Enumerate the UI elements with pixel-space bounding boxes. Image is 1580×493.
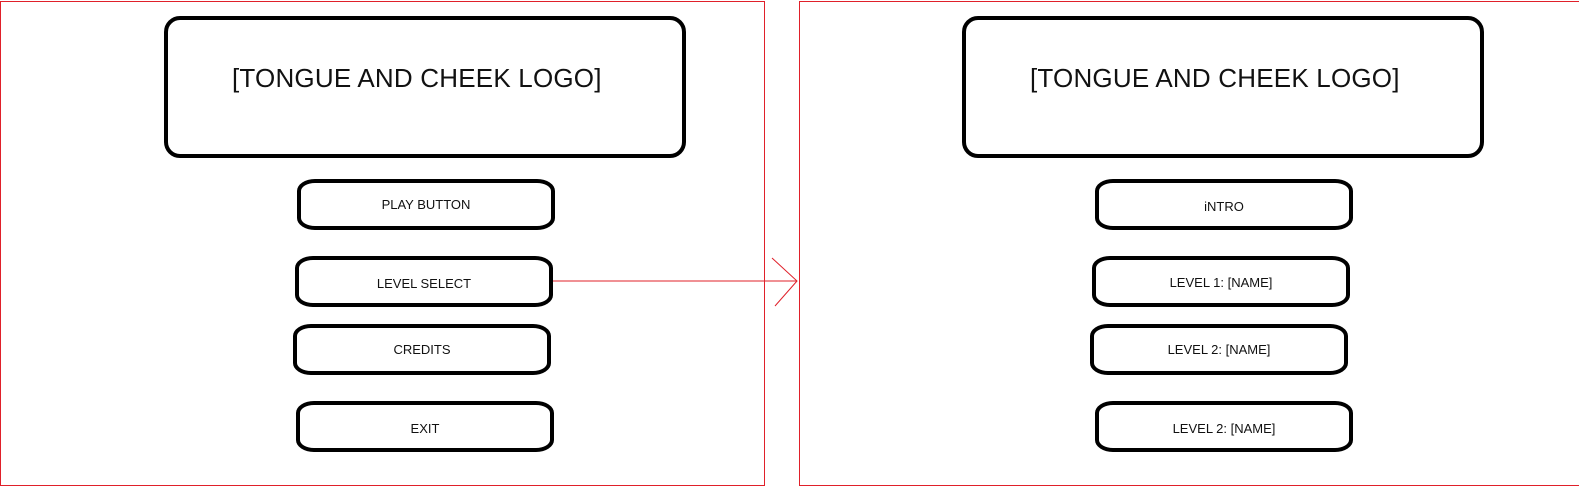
level-2-second-button[interactable]: LEVEL 2: [NAME] [1095,401,1353,452]
intro-button[interactable]: iNTRO [1095,179,1353,230]
level-select-button[interactable]: LEVEL SELECT [295,256,553,307]
level-select-logo-text: [TONGUE AND CHEEK LOGO] [1030,63,1400,93]
flow-arrow-head [771,257,798,307]
level-2-button[interactable]: LEVEL 2: [NAME] [1090,324,1348,375]
credits-button[interactable]: CREDITS [293,324,551,375]
exit-button[interactable]: EXIT [296,401,554,452]
main-menu-logo-box [164,16,686,158]
level-1-button[interactable]: LEVEL 1: [NAME] [1092,256,1350,307]
play-button[interactable]: PLAY BUTTON [297,179,555,230]
level-select-logo-box [962,16,1484,158]
main-menu-logo-text: [TONGUE AND CHEEK LOGO] [232,63,602,93]
